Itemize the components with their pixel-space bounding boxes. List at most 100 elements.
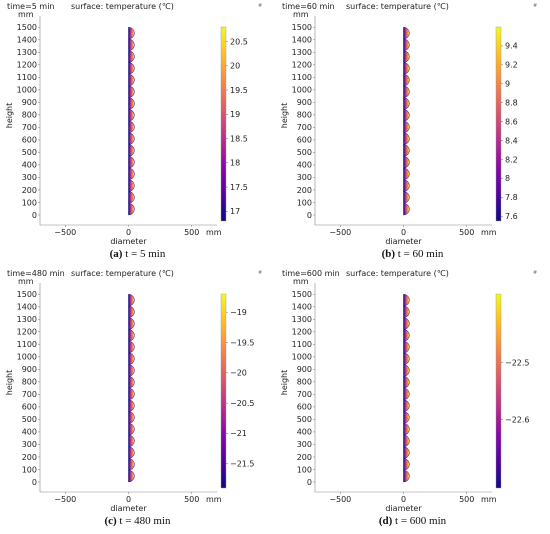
semicircle-segment — [403, 109, 410, 122]
colorbar-tick-label: 17.5 — [230, 183, 248, 192]
colorbar-tick-label: −21 — [230, 429, 247, 438]
semicircle-segment — [403, 434, 410, 448]
y-tick-label: 100 — [297, 465, 312, 474]
semicircle-stack-d — [403, 294, 410, 483]
y-tick-label: 1200 — [17, 61, 37, 70]
y-tick-label: 900 — [22, 365, 37, 374]
semicircle-segment — [128, 38, 135, 51]
colorbar-a — [220, 26, 227, 222]
y-tick-label: 1500 — [292, 23, 312, 32]
chart-svg-d: time=600 min surface: temperature (℃) mm #0… — [280, 269, 537, 513]
colorbar-tick-label: −19.5 — [230, 338, 255, 347]
y-tick-label: 400 — [22, 161, 37, 170]
x-axis-label-a: diameter — [110, 237, 147, 246]
x-tick-label: −500 — [329, 228, 351, 237]
semicircle-segment — [403, 167, 410, 181]
y-tick-label: 1200 — [17, 328, 37, 337]
x-tick-label: 0 — [401, 228, 406, 237]
semicircle-segment — [403, 340, 410, 354]
caption-text-b: t = 60 min — [395, 248, 444, 260]
y-tick-label: 700 — [297, 390, 312, 399]
semicircle-segment — [128, 446, 135, 459]
semicircle-segment — [403, 364, 410, 377]
x-unit-label-d: mm — [481, 495, 497, 504]
y-axis-label-d: height — [280, 370, 289, 396]
y-tick-label: 0 — [32, 211, 37, 220]
colorbar-tick-label: −20 — [230, 369, 247, 378]
y-tick-label: 800 — [22, 378, 37, 387]
y-tick-label: 1400 — [17, 36, 37, 45]
y-tick-label: 700 — [22, 390, 37, 399]
semicircle-segment — [128, 387, 135, 401]
semicircle-segment — [403, 470, 410, 483]
y-tick-label: 1000 — [17, 86, 37, 95]
y-tick-label: 0 — [307, 211, 312, 220]
semicircle-segment — [403, 62, 410, 75]
x-unit-label-b: mm — [481, 228, 497, 237]
semicircle-stack-c — [128, 294, 135, 483]
caption-text-c: t = 480 min — [116, 515, 171, 527]
y-tick-label: 1000 — [17, 353, 37, 362]
colorbar-tick-label: 8.6 — [505, 117, 518, 126]
y-tick-label: 1200 — [292, 328, 312, 337]
y-tick-label: 300 — [297, 173, 312, 182]
semicircle-stack-b — [403, 27, 410, 216]
y-tick-label: 500 — [22, 148, 37, 157]
y-tick-label: 0 — [307, 478, 312, 487]
semicircle-segment — [128, 411, 135, 424]
semicircle-segment — [403, 85, 410, 98]
x-tick-label: 500 — [184, 495, 199, 504]
y-tick-label: 600 — [22, 136, 37, 145]
colorbar-tick-label: 18 — [230, 159, 240, 168]
y-axis-label-c: height — [5, 370, 14, 396]
semicircle-segment — [403, 191, 410, 204]
y-tick-label: 600 — [22, 403, 37, 412]
semicircle-segment — [128, 85, 135, 98]
semicircle-segment — [403, 411, 410, 424]
y-tick-label: 1300 — [292, 48, 312, 57]
x-tick-label: 500 — [459, 228, 474, 237]
y-tick-label: 200 — [297, 453, 312, 462]
x-tick-label: 500 — [184, 228, 199, 237]
y-tick-label: 100 — [22, 465, 37, 474]
y-axis-label-a: height — [5, 103, 14, 129]
y-tick-label: 1300 — [17, 48, 37, 57]
colorbar-tick-label: −22.6 — [505, 415, 530, 424]
semicircle-segment — [403, 50, 410, 63]
semicircle-segment — [128, 423, 135, 436]
colorbar-tick-label: 9 — [505, 80, 510, 89]
caption-text-d: t = 600 min — [392, 515, 447, 527]
colorbar-tick-label: 8.8 — [505, 99, 518, 108]
semicircle-segment — [403, 120, 410, 134]
axes-frame-c — [39, 283, 217, 493]
semicircle-segment — [128, 191, 135, 204]
axes-frame-a — [39, 16, 217, 226]
y-tick-label: 1400 — [17, 303, 37, 312]
y-tick-label: 1100 — [292, 73, 312, 82]
time-title-b: time=60 min — [282, 2, 335, 11]
y-tick-label: 300 — [22, 440, 37, 449]
x-axis-label-c: diameter — [110, 504, 147, 513]
semicircle-segment — [128, 97, 135, 110]
semicircle-segment — [403, 352, 410, 365]
colorbar-c — [220, 293, 227, 489]
x-tick-label: −500 — [54, 495, 76, 504]
y-tick-label: 1500 — [17, 23, 37, 32]
semicircle-segment — [128, 50, 135, 63]
semicircle-segment — [128, 340, 135, 354]
semicircle-segment — [403, 317, 410, 330]
y-tick-label: 500 — [297, 148, 312, 157]
semicircle-segment — [128, 73, 135, 87]
corner-mark-c: # — [258, 270, 262, 276]
y-tick-label: 1200 — [292, 61, 312, 70]
caption-text-a: t = 5 min — [122, 248, 166, 260]
y-tick-label: 800 — [297, 378, 312, 387]
y-tick-label: 500 — [297, 415, 312, 424]
axes-frame-b — [314, 16, 492, 226]
y-tick-label: 1400 — [292, 303, 312, 312]
y-axis-label-b: height — [280, 103, 289, 129]
semicircle-segment — [403, 144, 410, 157]
semicircle-segment — [128, 62, 135, 75]
caption-b: (b) t = 60 min — [275, 248, 550, 260]
y-tick-label: 400 — [297, 428, 312, 437]
